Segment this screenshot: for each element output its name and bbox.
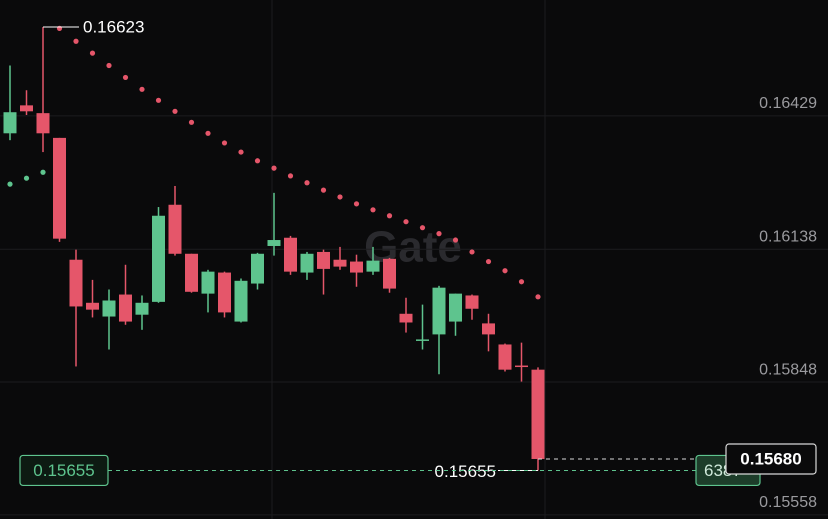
candle-body <box>399 313 413 323</box>
candle-body <box>185 253 198 292</box>
sar-dot <box>436 231 442 237</box>
sar-dot <box>419 225 426 231</box>
sar-dot <box>23 175 30 181</box>
candle-body <box>86 302 99 310</box>
high-label: 0.16623 <box>83 18 144 37</box>
sar-dot <box>320 187 327 193</box>
candle-body <box>531 369 545 459</box>
sar-dot <box>370 207 376 213</box>
candle-body <box>201 271 215 294</box>
candle-body <box>53 137 66 239</box>
candle-body <box>102 300 116 317</box>
candle-body <box>119 294 132 322</box>
candle-body <box>300 253 314 273</box>
candle-body <box>284 237 297 272</box>
candle-body <box>20 105 33 112</box>
sar-dot <box>353 201 360 207</box>
candle-body <box>449 293 462 322</box>
candle-body <box>333 259 347 267</box>
candle-body <box>482 323 495 335</box>
candle-body <box>135 302 149 315</box>
sar-dot <box>106 62 112 69</box>
sar-dot <box>485 258 492 265</box>
sar-dot <box>337 194 343 200</box>
sar-dot <box>469 249 475 255</box>
price-tag-box <box>19 454 109 487</box>
sar-dot <box>73 38 79 44</box>
sar-dot <box>7 181 13 187</box>
sar-dot <box>238 149 244 155</box>
candle-body <box>498 344 512 370</box>
candle-body <box>515 365 528 368</box>
sar-dot <box>254 158 261 164</box>
candle-body <box>251 253 264 284</box>
candle-body <box>383 258 396 289</box>
sar-dot <box>403 219 409 225</box>
sar-dot <box>122 74 129 81</box>
low-label: 0.15655 <box>435 462 496 481</box>
sar-dot <box>155 97 162 103</box>
candle-body <box>465 295 479 309</box>
y-tick-label: 0.15558 <box>759 494 817 511</box>
last-price-tag: 0.15680 <box>740 449 801 468</box>
candle-body <box>432 287 446 335</box>
watermark: Gate <box>364 223 462 272</box>
candle-body <box>218 272 231 313</box>
candle-body <box>168 204 182 254</box>
sar-dot <box>386 213 393 219</box>
price-tag: 0.15655 <box>33 461 94 480</box>
candle-body <box>350 261 363 273</box>
sar-dot <box>40 169 46 175</box>
sar-dot <box>172 108 178 114</box>
sar-dot <box>221 140 228 146</box>
sar-dot <box>89 50 96 56</box>
candle-body <box>416 339 429 341</box>
candle-body <box>69 259 83 307</box>
y-tick-label: 0.16429 <box>759 95 817 112</box>
sar-dot <box>139 86 145 92</box>
candle-body <box>152 215 165 302</box>
last-price-box <box>725 443 817 475</box>
sar-dot <box>518 279 525 285</box>
candle-body <box>234 280 248 322</box>
candle-body <box>3 112 17 134</box>
sar-dot <box>535 294 541 300</box>
sar-dot <box>452 237 459 243</box>
sar-dot <box>304 180 310 186</box>
candle-body <box>267 240 281 246</box>
candle-body <box>317 251 330 269</box>
sar-dot <box>287 173 294 179</box>
y-tick-label: 0.15848 <box>759 361 817 378</box>
sar-dot <box>502 268 508 274</box>
y-tick-label: 0.16138 <box>759 228 817 245</box>
sar-dot <box>188 119 195 125</box>
sar-dot <box>205 130 211 136</box>
candle-body <box>366 260 380 272</box>
candle-body <box>36 113 50 134</box>
sar-dot <box>271 165 277 171</box>
